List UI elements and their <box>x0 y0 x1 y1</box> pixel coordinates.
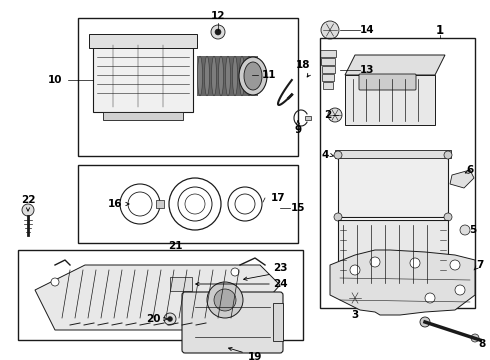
Bar <box>89 34 197 48</box>
Bar <box>338 220 448 288</box>
Text: 21: 21 <box>168 241 182 251</box>
Circle shape <box>328 108 342 122</box>
Circle shape <box>334 213 342 221</box>
Text: 3: 3 <box>351 310 359 320</box>
Circle shape <box>251 313 265 327</box>
Text: 23: 23 <box>273 263 287 273</box>
Text: 1: 1 <box>436 23 444 36</box>
Circle shape <box>444 213 452 221</box>
Bar <box>323 82 333 89</box>
Circle shape <box>410 258 420 268</box>
Circle shape <box>450 260 460 270</box>
Circle shape <box>444 151 452 159</box>
Circle shape <box>168 316 172 321</box>
Text: 10: 10 <box>48 75 62 85</box>
Bar <box>321 66 335 73</box>
FancyBboxPatch shape <box>359 74 416 90</box>
Text: 12: 12 <box>211 11 225 21</box>
Bar <box>320 50 336 57</box>
Bar <box>93 40 193 112</box>
Circle shape <box>420 317 430 327</box>
Circle shape <box>231 268 239 276</box>
Circle shape <box>211 25 225 39</box>
Ellipse shape <box>240 56 245 96</box>
Circle shape <box>471 334 479 342</box>
Polygon shape <box>35 265 280 330</box>
Bar <box>273 303 283 341</box>
Text: 16: 16 <box>108 199 122 209</box>
Ellipse shape <box>232 56 238 96</box>
Bar <box>103 112 183 120</box>
Text: 5: 5 <box>469 225 477 235</box>
Polygon shape <box>330 250 475 315</box>
Circle shape <box>207 282 243 318</box>
Text: 9: 9 <box>294 125 301 135</box>
Bar <box>305 116 311 120</box>
Circle shape <box>347 290 363 306</box>
Text: 11: 11 <box>262 70 276 80</box>
Circle shape <box>215 29 221 35</box>
Circle shape <box>246 316 254 324</box>
Bar <box>322 74 334 81</box>
Circle shape <box>246 308 270 332</box>
Circle shape <box>460 225 470 235</box>
FancyBboxPatch shape <box>182 292 283 353</box>
Circle shape <box>370 257 380 267</box>
Circle shape <box>321 21 339 39</box>
Ellipse shape <box>239 57 267 95</box>
Ellipse shape <box>225 56 230 96</box>
Bar <box>321 58 335 65</box>
Polygon shape <box>345 55 445 75</box>
Circle shape <box>22 204 34 216</box>
Text: 6: 6 <box>466 165 474 175</box>
Text: 24: 24 <box>273 279 287 289</box>
Text: 18: 18 <box>296 60 310 70</box>
Text: 4: 4 <box>321 150 329 160</box>
Ellipse shape <box>204 56 210 96</box>
Circle shape <box>350 265 360 275</box>
Bar <box>170 277 192 291</box>
Text: 15: 15 <box>291 203 305 213</box>
Circle shape <box>425 293 435 303</box>
Ellipse shape <box>246 56 251 96</box>
Text: 14: 14 <box>360 25 374 35</box>
Text: 8: 8 <box>478 339 486 349</box>
Ellipse shape <box>219 56 223 96</box>
Bar <box>335 150 451 158</box>
Circle shape <box>51 278 59 286</box>
Ellipse shape <box>212 56 217 96</box>
Bar <box>78 18 298 156</box>
Text: 20: 20 <box>146 314 160 324</box>
Bar <box>338 155 448 217</box>
Bar <box>156 200 164 208</box>
Bar <box>197 56 258 96</box>
Text: 19: 19 <box>248 352 262 360</box>
Text: 2: 2 <box>324 110 332 120</box>
Circle shape <box>334 151 342 159</box>
Text: 17: 17 <box>270 193 285 203</box>
Circle shape <box>214 289 236 311</box>
Text: 22: 22 <box>21 195 35 205</box>
Text: 7: 7 <box>476 260 484 270</box>
Ellipse shape <box>197 56 202 96</box>
Ellipse shape <box>244 62 262 90</box>
Circle shape <box>164 313 176 325</box>
Bar <box>78 165 298 243</box>
Text: 13: 13 <box>360 65 374 75</box>
Circle shape <box>455 285 465 295</box>
Bar <box>320 38 475 308</box>
Bar <box>18 250 303 340</box>
Polygon shape <box>450 170 474 188</box>
Bar <box>345 75 435 125</box>
